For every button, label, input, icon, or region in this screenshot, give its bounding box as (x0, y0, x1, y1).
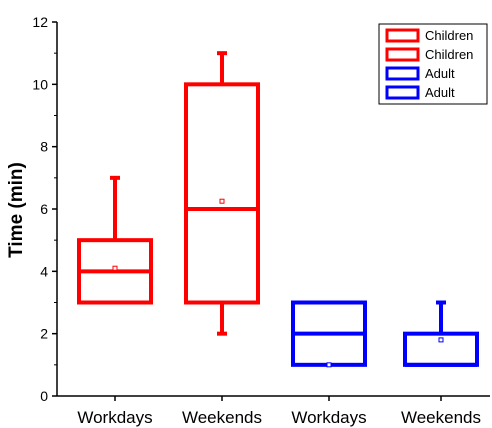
y-tick-label: 8 (40, 139, 48, 155)
y-tick-label: 0 (40, 388, 48, 404)
y-axis-label: Time (min) (6, 162, 27, 258)
legend-swatch (385, 28, 420, 43)
box-iqr (184, 82, 260, 305)
box-1 (77, 175, 153, 305)
legend-label: Children (425, 28, 473, 43)
x-tick-label: Weekends (401, 408, 481, 427)
x-tick-label: Workdays (77, 408, 152, 427)
plot-area: 0 2 4 6 8 10 12 Workdays Weekends Workdays Weekend… (32, 14, 490, 427)
x-tick-label: Workdays (291, 408, 366, 427)
box-4 (403, 300, 479, 367)
legend-swatch (385, 85, 420, 100)
legend-swatch (385, 66, 420, 81)
y-tick-label: 10 (32, 76, 48, 92)
box-mean-marker (219, 198, 225, 204)
legend: Children Children Adult Adult (378, 23, 488, 105)
legend-label: Adult (425, 66, 455, 81)
legend-swatch (385, 47, 420, 62)
y-tick-label: 6 (40, 201, 48, 217)
box-3 (291, 300, 367, 368)
legend-label: Children (425, 47, 473, 62)
y-tick-label: 4 (40, 263, 48, 279)
box-2 (184, 51, 260, 336)
box-mean-marker (438, 337, 444, 343)
legend-label: Adult (425, 85, 455, 100)
y-tick-label: 2 (40, 326, 48, 342)
x-tick-label: Weekends (182, 408, 262, 427)
box-mean-marker (112, 265, 118, 271)
box-mean-marker (326, 362, 332, 368)
legend-frame (378, 23, 488, 105)
y-tick-label: 12 (32, 14, 48, 30)
